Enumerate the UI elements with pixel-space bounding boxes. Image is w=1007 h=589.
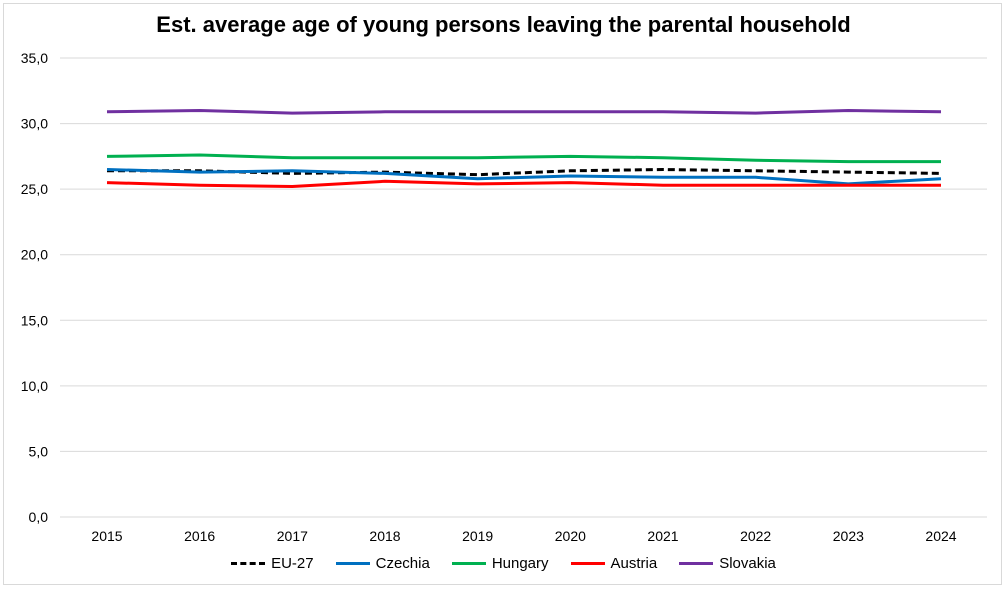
series-line-austria: [106, 179, 941, 188]
chart-frame: [3, 3, 1002, 585]
x-tick-label: 2015: [91, 528, 122, 544]
y-tick-label: 25,0: [21, 181, 48, 197]
x-tick-label: 2019: [462, 528, 493, 544]
y-axis-ticks: 0,0 5,0 10,0 15,0 20,0 25,0 30,0 35,0: [21, 50, 48, 525]
legend-label: Slovakia: [719, 555, 776, 572]
legend-swatch: [231, 562, 266, 565]
x-tick-label: 2018: [369, 528, 400, 544]
legend-swatch: [570, 562, 605, 565]
series-line-czechia: [106, 168, 942, 186]
legend-label: Czechia: [375, 555, 430, 572]
legend-item: Hungary: [451, 555, 549, 572]
x-tick-label: 2024: [925, 528, 956, 544]
legend-swatch: [335, 562, 370, 565]
legend-item: Slovakia: [679, 555, 776, 572]
x-tick-label: 2023: [833, 528, 864, 544]
x-tick-label: 2021: [647, 528, 678, 544]
series-line-eu-27: [107, 168, 942, 177]
x-tick-label: 2022: [740, 528, 771, 544]
y-tick-label: 35,0: [21, 50, 48, 66]
legend-item: EU-27: [231, 555, 314, 572]
series-line-slovakia: [106, 109, 942, 115]
legend-item: Austria: [570, 555, 658, 572]
y-tick-label: 10,0: [21, 378, 48, 394]
legend-swatch: [679, 562, 714, 565]
x-axis-ticks: 2015 2016 2017 2018 2019 2020 2021 2022 2023 2024: [91, 528, 956, 544]
series-line-hungary: [106, 153, 941, 164]
chart-title: Est. average age of young persons leavin…: [156, 12, 851, 37]
y-tick-label: 5,0: [29, 443, 49, 459]
x-tick-label: 2016: [184, 528, 215, 544]
legend-item: Czechia: [335, 555, 430, 572]
x-tick-label: 2020: [555, 528, 586, 544]
legend-swatch: [451, 562, 486, 565]
legend-label: Austria: [610, 555, 658, 572]
legend-label: Hungary: [491, 555, 549, 572]
legend: EU-27 Czechia Hungary Austria Slovakia: [0, 555, 1007, 572]
legend-label: EU-27: [271, 555, 314, 572]
x-tick-label: 2017: [277, 528, 308, 544]
series-lines: [106, 109, 942, 188]
y-tick-label: 30,0: [21, 116, 48, 132]
y-tick-label: 20,0: [21, 247, 48, 263]
gridlines: [60, 57, 987, 518]
y-tick-label: 15,0: [21, 312, 48, 328]
y-tick-label: 0,0: [29, 509, 49, 525]
